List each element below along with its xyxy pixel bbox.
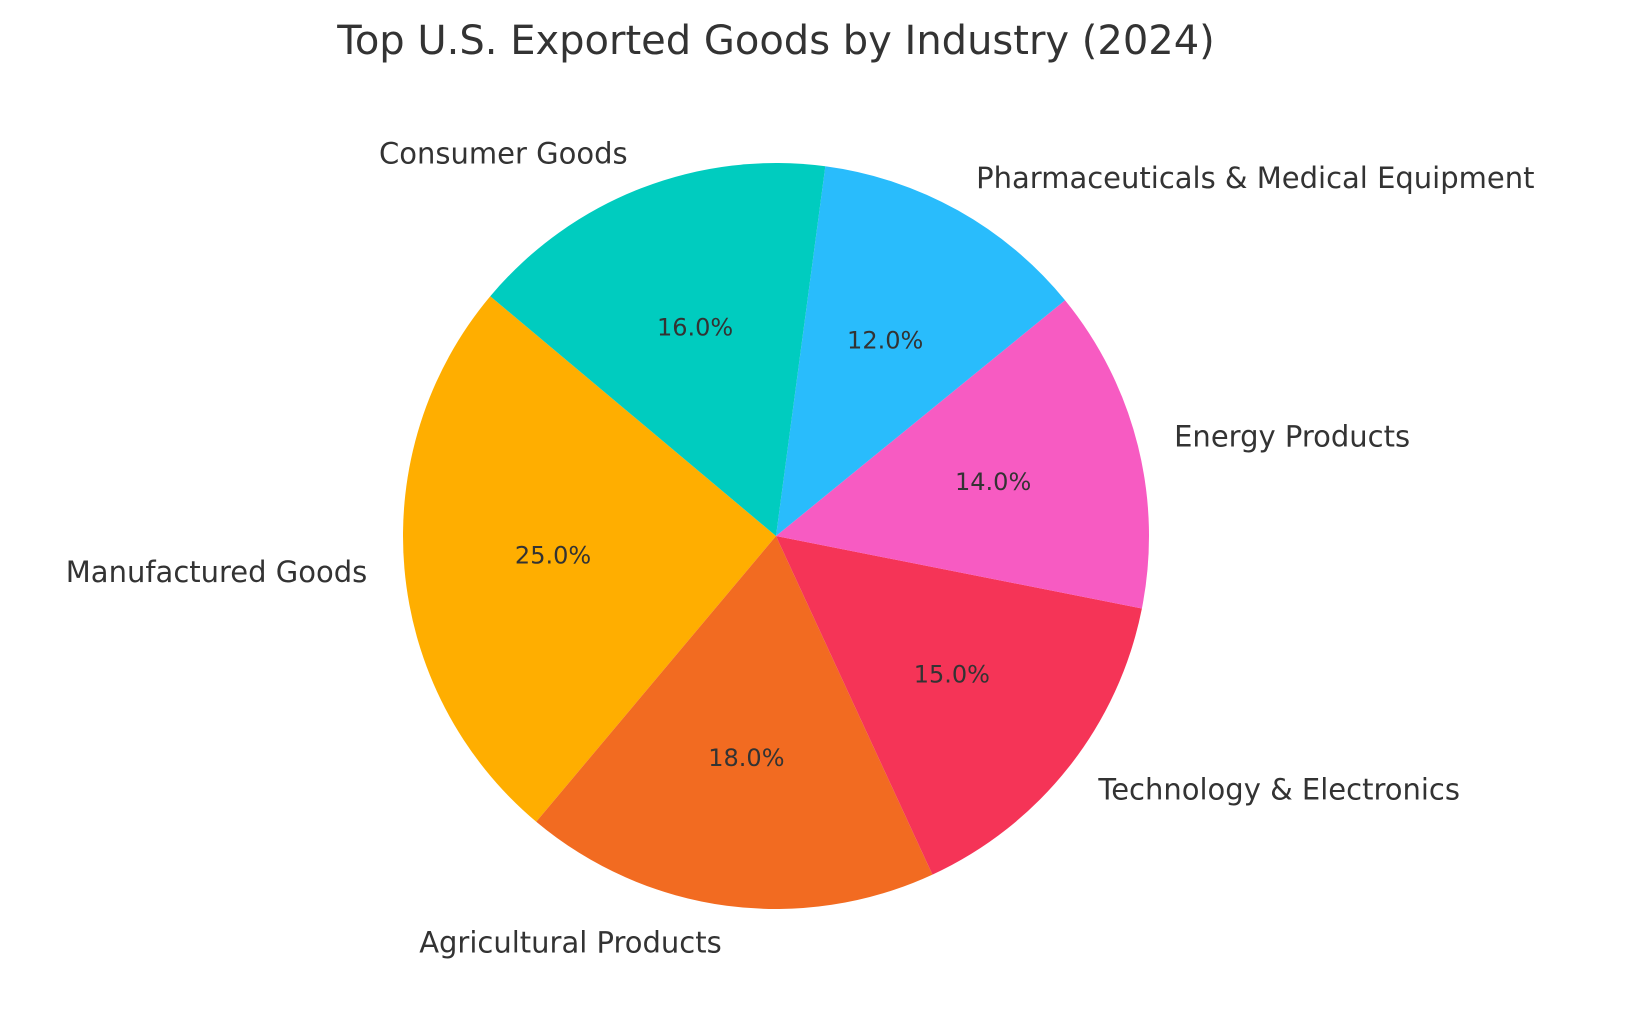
pie-slice-consumer-goods: [490, 163, 826, 536]
pie-slice-manufactured-goods: [403, 296, 776, 822]
pie-slice-energy-products: [776, 300, 1149, 609]
pie-category-label: Energy Products: [1174, 420, 1410, 454]
pie-category-labels: Manufactured Goods Agricultural Products T…: [66, 136, 1535, 959]
pie-percent-label: 12.0%: [847, 327, 923, 355]
pie-category-label: Consumer Goods: [379, 136, 628, 170]
chart-title: Top U.S. Exported Goods by Industry (202…: [336, 18, 1215, 64]
pie-category-label: Manufactured Goods: [66, 555, 367, 589]
pie-percent-labels: 25.0% 18.0% 15.0% 14.0% 12.0% 16.0%: [515, 313, 1031, 771]
pie-percent-label: 15.0%: [914, 660, 990, 688]
pie-category-label: Technology & Electronics: [1097, 773, 1460, 807]
pie-percent-label: 14.0%: [955, 468, 1031, 496]
pie-category-label: Agricultural Products: [419, 926, 722, 960]
pie-slice-pharmaceuticals-and-medical-equipment: [776, 166, 1066, 536]
pie-percent-label: 16.0%: [657, 313, 733, 341]
pie-slice-agricultural-products: [536, 536, 933, 909]
pie-slices: [403, 163, 1149, 909]
pie-category-label: Pharmaceuticals & Medical Equipment: [976, 161, 1534, 195]
pie-percent-label: 18.0%: [708, 744, 784, 772]
pie-slice-technology-and-electronics: [776, 536, 1142, 875]
pie-percent-label: 25.0%: [515, 542, 591, 570]
